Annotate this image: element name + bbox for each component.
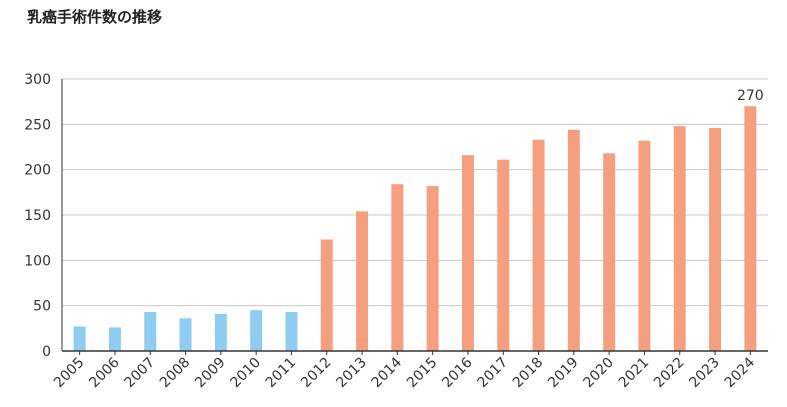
bar [144, 312, 157, 351]
x-tick-label: 2020 [580, 355, 617, 392]
x-tick-label: 2007 [122, 355, 159, 392]
x-tick-label: 2014 [369, 354, 406, 391]
bar [532, 139, 545, 351]
x-tick-label: 2009 [192, 355, 229, 392]
bar-value-label: 270 [737, 88, 764, 104]
bar [73, 326, 86, 351]
y-tick-label: 300 [24, 72, 51, 88]
bar [461, 155, 474, 351]
x-tick-label: 2011 [263, 355, 300, 392]
y-tick-label: 250 [24, 117, 51, 133]
bar [638, 140, 651, 351]
y-tick-label: 150 [24, 208, 51, 224]
bar [250, 310, 263, 351]
x-tick-label: 2012 [298, 355, 335, 392]
bar [497, 159, 510, 351]
x-tick-label: 2013 [333, 355, 370, 392]
x-tick-label: 2023 [686, 355, 723, 392]
bar [391, 184, 404, 351]
bar [426, 185, 439, 351]
bar [744, 106, 757, 351]
chart-title: 乳癌手術件数の推移 [27, 8, 163, 26]
x-tick-label: 2024 [722, 354, 759, 391]
x-tick-label: 2015 [404, 355, 441, 392]
bar [673, 126, 686, 351]
x-tick-label: 2006 [86, 354, 123, 391]
bar [214, 313, 227, 351]
bar [108, 327, 121, 351]
bar [567, 129, 580, 351]
bar [709, 127, 722, 352]
x-tick-label: 2022 [651, 355, 688, 392]
x-tick-label: 2016 [439, 354, 476, 391]
bar [603, 153, 616, 351]
x-tick-label: 2021 [616, 355, 653, 392]
y-tick-label: 50 [33, 299, 51, 315]
bar [179, 318, 192, 351]
y-axis: 0 50 100 150 200 250 300 [24, 72, 63, 360]
x-tick-label: 2005 [51, 355, 88, 392]
x-tick-label: 2008 [157, 355, 194, 392]
x-tick-label: 2018 [510, 355, 547, 392]
data-labels: 270 [737, 88, 764, 104]
y-tick-label: 0 [42, 344, 51, 360]
x-tick-label: 2010 [227, 355, 264, 392]
x-tick-label: 2019 [545, 355, 582, 392]
x-tick-label: 2017 [475, 355, 512, 392]
grid-lines [62, 78, 768, 307]
y-tick-label: 100 [24, 253, 51, 269]
y-tick-label: 200 [24, 163, 51, 179]
bar [285, 312, 298, 351]
x-axis: 2005200620072008200920102011201220132014… [51, 350, 768, 392]
bar [356, 211, 369, 351]
bars [73, 106, 757, 352]
bar [320, 239, 333, 351]
